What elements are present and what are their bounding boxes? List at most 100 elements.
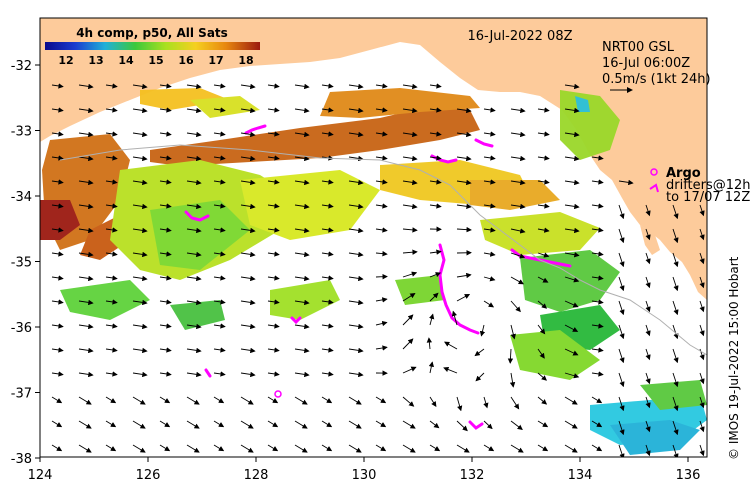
current-arrow — [186, 323, 202, 330]
current-arrow — [294, 83, 310, 90]
current-arrow — [240, 107, 256, 114]
current-arrow — [78, 444, 92, 453]
current-arrow — [132, 251, 148, 258]
x-tick-label: 126 — [136, 468, 161, 483]
plot-frame — [39, 17, 708, 458]
current-arrow — [132, 83, 148, 90]
current-arrow — [699, 396, 705, 409]
current-arrow — [456, 107, 472, 114]
current-arrow — [672, 324, 679, 340]
current-arrow — [105, 227, 118, 233]
current-arrow — [294, 371, 310, 378]
colorbar-gradient — [45, 42, 260, 50]
current-arrow — [483, 203, 496, 209]
current-arrow — [105, 347, 118, 353]
timestamp: 16-Jul-2022 08Z — [468, 29, 573, 44]
current-arrow — [105, 131, 118, 137]
y-tick-label: -33 — [11, 125, 32, 140]
current-arrow — [294, 299, 310, 306]
current-arrow — [672, 396, 679, 412]
current-arrow — [618, 204, 625, 220]
current-arrow — [483, 300, 495, 308]
current-arrow — [699, 300, 705, 313]
current-arrow — [294, 275, 310, 282]
current-arrow — [402, 444, 416, 453]
current-arrow — [591, 227, 604, 233]
argo-marker — [650, 168, 658, 176]
current-arrow — [375, 203, 388, 209]
current-arrow — [321, 444, 333, 452]
current-arrow — [159, 347, 172, 353]
current-arrow — [186, 444, 200, 453]
current-arrow — [429, 131, 442, 137]
current-arrow — [78, 275, 94, 282]
colorbar: 4h comp, p50, All Sats 12 13 14 15 16 17 18 — [45, 26, 260, 67]
sst-patches — [40, 88, 707, 455]
current-arrow — [294, 420, 308, 429]
current-arrow — [402, 420, 416, 429]
current-arrow — [186, 203, 202, 210]
current-arrow — [51, 444, 63, 452]
x-tick-label: 130 — [352, 468, 377, 483]
current-arrow — [132, 420, 146, 429]
current-arrow — [537, 227, 550, 233]
current-arrow — [402, 314, 414, 326]
current-arrow — [564, 107, 580, 114]
current-arrow — [645, 276, 651, 289]
current-arrow — [509, 372, 516, 388]
current-arrow — [456, 179, 472, 186]
current-arrow — [479, 324, 486, 337]
current-arrow — [672, 204, 679, 220]
current-arrow — [375, 274, 388, 280]
current-arrow — [267, 83, 280, 89]
current-arrow — [294, 179, 310, 186]
current-arrow — [672, 420, 679, 436]
current-arrow — [294, 396, 308, 405]
current-arrow — [402, 271, 418, 278]
current-arrow — [483, 251, 496, 257]
current-arrow — [402, 293, 416, 302]
current-arrow — [537, 372, 547, 381]
current-arrow — [78, 227, 94, 234]
current-arrow — [213, 131, 226, 137]
current-arrow — [267, 347, 280, 353]
current-arrow — [510, 131, 526, 138]
colorbar-tick-label: 18 — [238, 54, 253, 67]
current-arrow — [213, 347, 226, 353]
current-arrow — [51, 155, 64, 161]
current-arrow — [564, 131, 580, 138]
current-arrow — [321, 396, 333, 404]
current-arrow — [645, 420, 651, 433]
current-arrow — [564, 396, 578, 405]
current-arrow — [510, 252, 526, 259]
current-arrow — [213, 107, 226, 113]
current-arrow — [429, 313, 435, 326]
current-arrow — [618, 228, 625, 244]
current-arrow — [618, 444, 625, 457]
drifters-label: drifters@12h — [666, 178, 750, 193]
y-tick-label: -36 — [11, 321, 32, 336]
current-arrow — [375, 345, 388, 351]
current-arrow — [402, 338, 414, 350]
current-arrow — [510, 228, 526, 234]
current-arrow — [348, 371, 364, 378]
current-arrow — [348, 155, 364, 162]
current-arrow — [672, 348, 679, 364]
current-arrow — [618, 300, 625, 316]
current-arrow — [186, 371, 202, 378]
current-arrow — [186, 179, 202, 186]
current-arrow — [537, 300, 548, 309]
current-arrow — [537, 420, 549, 428]
current-arrow — [645, 348, 651, 361]
current-arrow — [186, 131, 202, 138]
current-arrow — [537, 203, 550, 209]
current-arrow — [483, 155, 496, 161]
current-arrow — [375, 396, 387, 404]
current-arrow — [267, 275, 280, 281]
x-axis: 124 126 128 130 132 134 136 — [28, 457, 700, 483]
current-arrow — [321, 275, 334, 281]
current-arrow — [132, 155, 148, 162]
current-arrow — [510, 396, 520, 410]
